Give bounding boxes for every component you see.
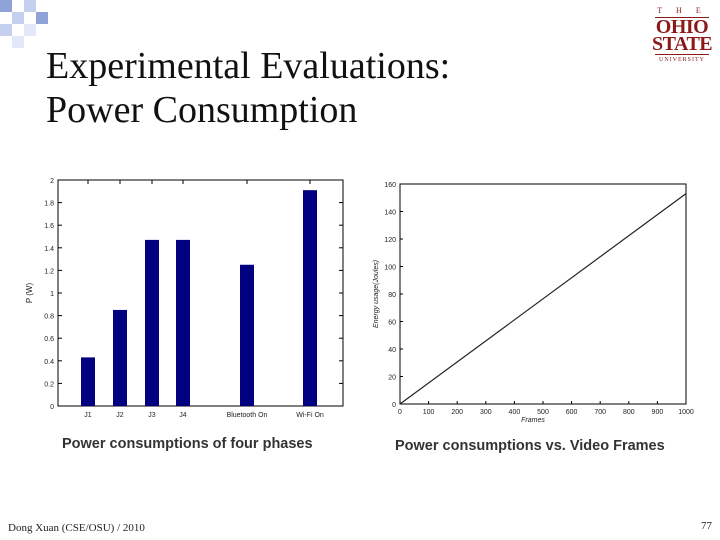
line-y-tick-label: 160 [384, 182, 396, 189]
line-y-tick-label: 140 [384, 210, 396, 217]
bar [240, 264, 254, 406]
decorative-squares [0, 0, 48, 48]
bar [113, 309, 127, 406]
line-x-tick-label: 0 [398, 409, 402, 416]
bar-y-tick-label: 0.6 [44, 336, 54, 343]
line-plot-frame [399, 183, 687, 405]
bar [176, 239, 190, 406]
footer-author: Dong Xuan (CSE/OSU) / 2010 [8, 522, 145, 534]
line-x-tick-label: 500 [537, 409, 549, 416]
line-y-tick-label: 40 [388, 347, 396, 354]
title-line-1: Experimental Evaluations: [46, 45, 451, 87]
line-y-tick-label: 60 [388, 320, 396, 327]
bar-y-tick-label: 0.2 [44, 381, 54, 388]
bar [145, 239, 159, 406]
line-x-tick-label: 800 [623, 409, 635, 416]
page-number: 77 [701, 520, 712, 532]
line-x-tick-label: 600 [566, 409, 578, 416]
logo-university: UNIVERSITY [659, 57, 705, 63]
logo-state: STATE [652, 33, 713, 55]
bar-y-tick-label: 0.4 [44, 359, 54, 366]
logo-ohio: OHIO [655, 16, 709, 38]
line-x-tick-label: 700 [594, 409, 606, 416]
line-x-tick-label: 100 [423, 409, 435, 416]
line-y-axis-label: Energy usage(Joules) [373, 260, 380, 328]
bar-y-tick-label: 0 [50, 404, 54, 411]
line-x-tick-label: 1000 [678, 409, 694, 416]
bar-x-tick-label: J2 [116, 412, 124, 419]
bar-plot-frame [57, 179, 344, 407]
line-y-tick-label: 20 [388, 375, 396, 382]
line-x-tick-label: 200 [451, 409, 463, 416]
logo-the: T H E [657, 6, 707, 15]
line-x-axis-label: Frames [521, 417, 545, 424]
bar-y-tick-label: 2 [50, 178, 54, 185]
line-x-tick-label: 300 [480, 409, 492, 416]
bar-y-tick-label: 1 [50, 291, 54, 298]
bar [81, 357, 95, 406]
university-logo: T H E OHIO STATE UNIVERSITY [652, 6, 713, 64]
bar-y-tick-label: 0.8 [44, 314, 54, 321]
bar-y-tick-label: 1.8 [44, 201, 54, 208]
line-y-tick-label: 0 [392, 402, 396, 409]
bar-x-tick-label: Bluetooth On [227, 412, 268, 419]
bar-x-tick-label: J1 [84, 412, 92, 419]
bar-chart-caption: Power consumptions of four phases [62, 436, 313, 452]
bar [303, 190, 317, 406]
line-x-tick-label: 400 [509, 409, 521, 416]
line-y-tick-label: 100 [384, 265, 396, 272]
energy-line [399, 193, 687, 405]
bar-y-tick-label: 1.4 [44, 246, 54, 253]
bar-y-tick-label: 1.2 [44, 268, 54, 275]
bar-x-tick-label: Wi-Fi On [296, 412, 324, 419]
line-x-tick-label: 900 [652, 409, 664, 416]
bar-x-tick-label: J4 [179, 412, 187, 419]
bar-y-tick-label: 1.6 [44, 223, 54, 230]
bar-y-axis-label: P (W) [25, 283, 34, 304]
bar-chart: 0 0.2 0.4 0.6 0.8 1 1.2 1.4 1.6 1.8 2 J1 J2 J3 J4 Bluet… [25, 178, 344, 419]
slide-title: Experimental Evaluations: Power Consumpt… [46, 44, 450, 132]
line-y-tick-label: 80 [388, 292, 396, 299]
title-line-2: Power Consumption [46, 89, 358, 131]
line-chart-caption: Power consumptions vs. Video Frames [395, 438, 665, 454]
bar-x-tick-label: J3 [148, 412, 156, 419]
line-chart: 0 100 200 300 400 500 600 700 800 900 1000 0 20 40 60 8… [373, 182, 694, 424]
line-y-tick-label: 120 [384, 237, 396, 244]
